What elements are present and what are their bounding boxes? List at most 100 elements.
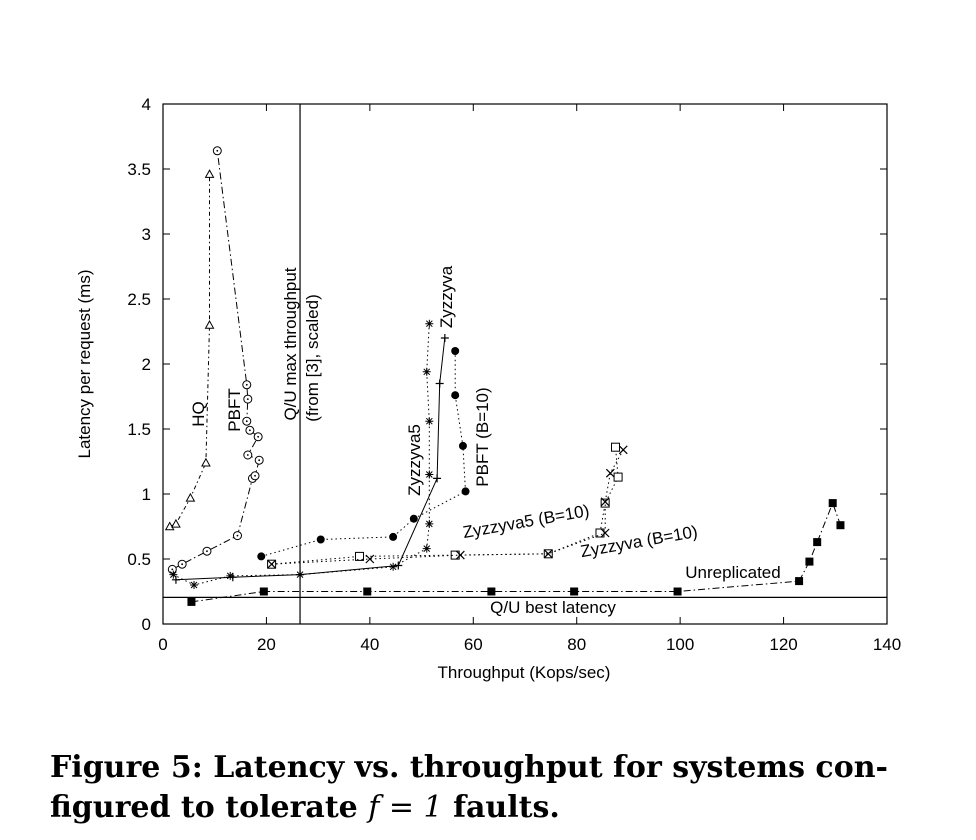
- data-point: [242, 416, 252, 426]
- data-point-dot: [245, 420, 248, 423]
- y-tick-label: 1.5: [127, 420, 151, 439]
- data-point: [316, 535, 325, 544]
- data-point: [267, 559, 277, 569]
- data-point: [425, 470, 434, 479]
- data-point-dot: [236, 534, 239, 537]
- data-point-dot: [246, 398, 249, 400]
- caption-math: f = 1: [368, 790, 443, 825]
- chart: 0 20 40 60 80 100 120 140 0 0.5 1 1.5 2 2.5 3 3.5 4 Throu…: [75, 95, 901, 682]
- data-point: [600, 528, 610, 538]
- y-tick-label: 3: [142, 225, 151, 244]
- series-label-zyzzyva5-b-10: Zyzzyva5 (B=10): [461, 501, 590, 542]
- series-label-pbft-b-10: PBFT (B=10): [473, 387, 492, 486]
- data-point: [795, 577, 804, 586]
- data-point: [243, 394, 253, 404]
- data-point: [570, 587, 579, 596]
- data-point: [190, 581, 199, 589]
- y-tick-label: 2: [142, 355, 151, 374]
- data-point: [600, 498, 610, 508]
- y-tick-label: 3.5: [127, 160, 151, 179]
- data-point: [253, 432, 263, 442]
- data-point: [409, 514, 418, 523]
- series-hq: [164, 169, 215, 531]
- data-point: [600, 497, 610, 507]
- data-point: [422, 544, 431, 553]
- series-label-zyzzyva-b-10: Zyzzyva (B=10): [579, 522, 699, 561]
- data-point: [355, 551, 365, 561]
- data-point-dot: [245, 383, 248, 386]
- x-tick-label: 0: [158, 635, 167, 654]
- data-point: [187, 597, 196, 606]
- data-point: [805, 557, 814, 566]
- axes: 0 20 40 60 80 100 120 140 0 0.5 1 1.5 2 2.5 3 3.5 4 Throu…: [75, 95, 901, 682]
- data-point-dot: [206, 550, 208, 553]
- data-point: [450, 550, 460, 560]
- series-zyzzyva: [171, 334, 449, 584]
- x-tick-label: 20: [257, 635, 276, 654]
- y-tick-label: 1: [142, 485, 151, 504]
- series-line: [173, 323, 430, 586]
- series-line: [169, 174, 210, 527]
- caption-suffix: faults.: [453, 790, 560, 825]
- data-point: [226, 571, 235, 580]
- data-point: [595, 528, 605, 538]
- data-point-dot: [257, 435, 260, 438]
- data-point-dot: [258, 459, 261, 462]
- data-point: [673, 587, 682, 596]
- series-label-zyzzyva: Zyzzyva: [437, 265, 456, 328]
- data-point: [389, 562, 398, 571]
- data-point: [365, 554, 375, 564]
- data-point: [605, 468, 615, 478]
- reference-lines: Q/U max throughput (from [3], scaled) Q/U …: [163, 104, 887, 624]
- data-point: [201, 457, 211, 467]
- series-zyzzyva-b-10: [267, 445, 628, 569]
- data-point: [169, 570, 178, 579]
- data-point: [451, 391, 460, 400]
- data-point: [828, 499, 837, 508]
- data-point: [185, 492, 196, 502]
- data-point-dot: [254, 474, 256, 477]
- x-tick-label: 100: [666, 635, 694, 654]
- data-point: [425, 319, 434, 328]
- data-point: [394, 561, 403, 570]
- x-tick-label: 60: [464, 635, 483, 654]
- data-point: [212, 146, 222, 156]
- data-point: [440, 334, 449, 342]
- data-point: [257, 552, 266, 561]
- data-point: [613, 472, 623, 482]
- data-point: [389, 532, 398, 541]
- y-tick-label: 0.5: [127, 550, 151, 569]
- data-point: [487, 587, 496, 596]
- data-point: [204, 319, 215, 329]
- series-label-hq: HQ: [189, 401, 208, 427]
- series-label-zyzzyva5: Zyzzyva5: [405, 424, 424, 496]
- data-point: [433, 474, 442, 483]
- data-point: [455, 550, 465, 560]
- series-group: [164, 146, 845, 606]
- data-point: [618, 445, 628, 455]
- series-pbft-b-10: [257, 347, 470, 561]
- data-point: [296, 570, 305, 579]
- series-pbft: [167, 146, 264, 574]
- data-point: [543, 549, 553, 559]
- data-point: [171, 518, 181, 528]
- data-point-dot: [246, 454, 249, 456]
- data-point: [242, 380, 252, 390]
- data-point: [243, 450, 253, 460]
- data-point: [422, 367, 431, 376]
- data-point: [232, 531, 242, 541]
- data-point: [254, 455, 264, 465]
- y-axis-title: Latency per request (ms): [75, 270, 94, 459]
- x-tick-label: 80: [567, 635, 586, 654]
- series-zyzzyva5: [169, 319, 434, 589]
- y-tick-label: 2.5: [127, 290, 151, 309]
- x-tick-label: 120: [769, 635, 797, 654]
- caption-prefix: Figure 5: Latency vs. throughput for sys…: [50, 750, 888, 825]
- series-labels: HQ PBFT Zyzzyva5 Zyzzyva PBFT (B=10) Zyzzyva5…: [189, 265, 781, 582]
- data-point: [250, 471, 260, 481]
- figure-caption: Figure 5: Latency vs. throughput for sys…: [50, 748, 930, 828]
- x-tick-label: 40: [360, 635, 379, 654]
- data-point: [425, 519, 434, 528]
- qu-max-throughput-label-1: Q/U max throughput: [281, 267, 300, 420]
- y-tick-label: 0: [142, 615, 151, 634]
